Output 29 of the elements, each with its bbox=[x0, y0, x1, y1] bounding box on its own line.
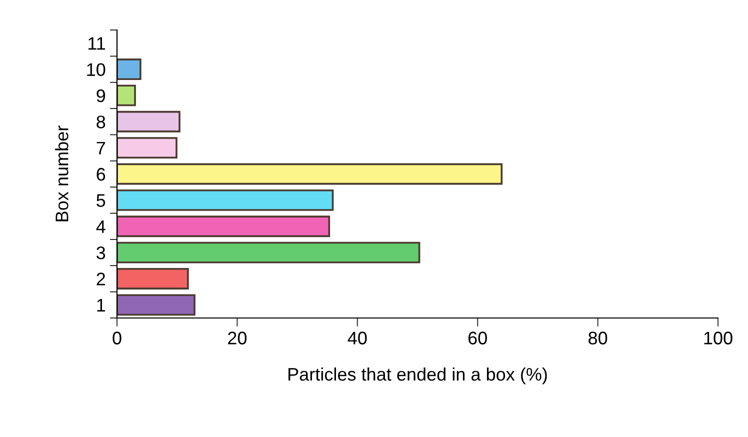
x-tick-label: 100 bbox=[704, 332, 732, 344]
y-tick-label: 11 bbox=[88, 37, 106, 50]
x-axis-title: Particles that ended in a box (%) bbox=[288, 367, 547, 384]
bar bbox=[117, 110, 180, 132]
bar bbox=[117, 268, 189, 290]
bar bbox=[117, 189, 334, 211]
y-axis-title: Box number bbox=[55, 126, 68, 222]
bar bbox=[117, 216, 330, 238]
bar bbox=[117, 163, 503, 185]
bar bbox=[117, 242, 420, 264]
y-tick-label: 7 bbox=[96, 142, 105, 154]
bar bbox=[117, 84, 136, 106]
y-tick-label: 3 bbox=[96, 246, 106, 260]
y-tick-label: 5 bbox=[96, 194, 106, 207]
x-tick-label: 20 bbox=[228, 332, 247, 344]
x-tick-label: 0 bbox=[112, 332, 122, 344]
bar bbox=[117, 294, 196, 316]
bar bbox=[117, 137, 178, 159]
y-tick-label: 4 bbox=[96, 220, 106, 233]
y-tick-label: 2 bbox=[96, 272, 105, 286]
y-tick-label: 1 bbox=[97, 299, 106, 312]
y-tick-label: 9 bbox=[96, 89, 106, 102]
y-tick-label: 10 bbox=[87, 63, 106, 76]
x-tick-label: 60 bbox=[468, 332, 487, 344]
x-tick-label: 40 bbox=[348, 332, 367, 344]
bar bbox=[117, 58, 142, 80]
y-tick-label: 6 bbox=[96, 168, 106, 181]
y-tick-label: 8 bbox=[96, 116, 106, 128]
x-tick-label: 80 bbox=[588, 332, 608, 344]
